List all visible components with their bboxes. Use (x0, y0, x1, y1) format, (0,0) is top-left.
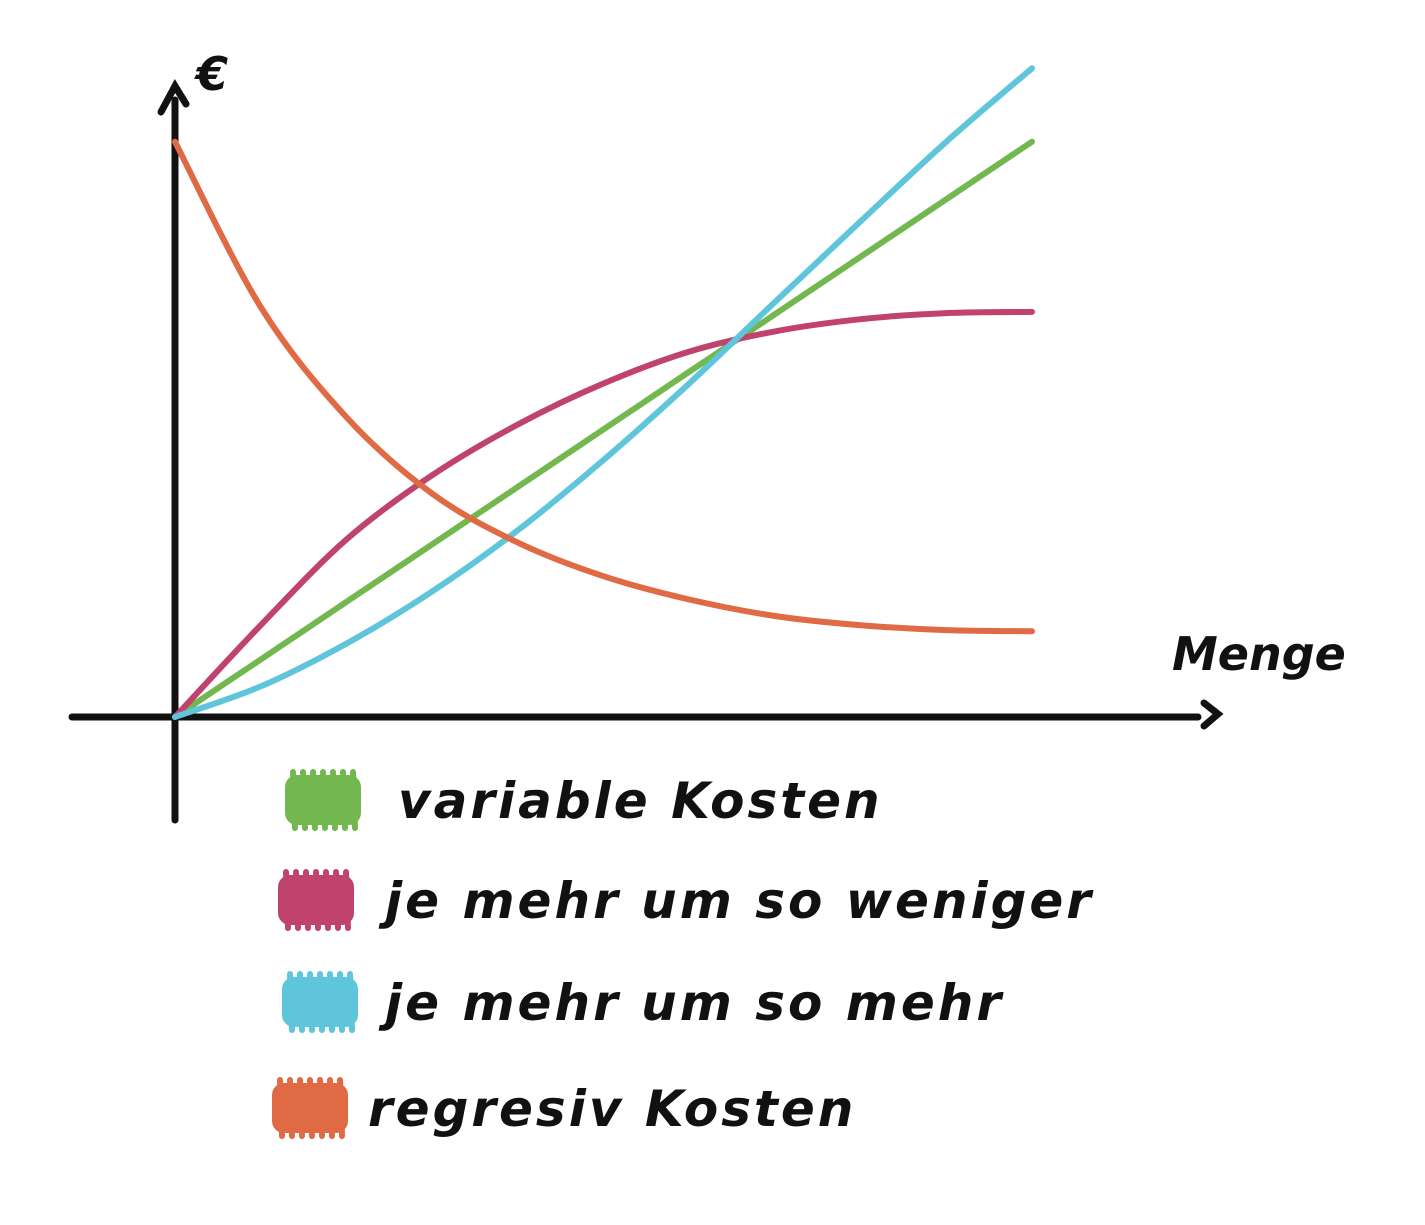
legend-swatch-stroke (307, 971, 315, 1033)
legend-swatch-stroke (290, 769, 298, 831)
series-layer (172, 65, 1035, 720)
legend-swatch-stroke (287, 1077, 295, 1139)
legend-label-2: je mehr um so weniger (378, 872, 1094, 930)
legend-swatch-stroke (323, 869, 331, 931)
legend-label-4: regresiv Kosten (368, 1080, 856, 1138)
legend-swatch-stroke (320, 769, 328, 831)
legend-swatch-stroke (283, 869, 291, 931)
legend-swatch-stroke (310, 769, 318, 831)
legend-label-3: je mehr um so mehr (378, 974, 1004, 1032)
series-line-4 (172, 138, 1035, 635)
legend-swatch-stroke (293, 869, 301, 931)
legend-swatch-stroke (303, 869, 311, 931)
x-axis-label: Menge (1172, 627, 1346, 681)
legend-label-1: variable Kosten (398, 772, 883, 830)
legend-swatch-stroke (340, 769, 348, 831)
legend-swatch-stroke (347, 971, 355, 1033)
y-axis-arrowhead (157, 78, 190, 116)
legend-swatch-stroke (307, 1077, 315, 1139)
legend-swatch-stroke (337, 1077, 345, 1139)
series-line-1 (172, 138, 1035, 720)
legend: variable Kosten je mehr um so weniger je m… (272, 769, 1094, 1139)
legend-swatch-stroke (327, 1077, 335, 1139)
legend-swatch-stroke (337, 971, 345, 1033)
legend-swatch-stroke (297, 971, 305, 1033)
legend-swatch-stroke (300, 769, 308, 831)
legend-swatch-stroke (297, 1077, 305, 1139)
legend-swatch-stroke (350, 769, 358, 831)
y-axis-label: € (194, 47, 228, 101)
axes (68, 78, 1224, 824)
legend-swatch-stroke (333, 869, 341, 931)
legend-swatch-stroke (327, 971, 335, 1033)
series-line-2 (172, 308, 1035, 720)
legend-swatch-stroke (343, 869, 351, 931)
legend-swatch-stroke (313, 869, 321, 931)
legend-swatch-stroke (317, 971, 325, 1033)
legend-swatch-stroke (277, 1077, 285, 1139)
legend-swatch-stroke (330, 769, 338, 831)
legend-swatch-stroke (287, 971, 295, 1033)
x-axis-arrowhead (1200, 699, 1224, 730)
legend-swatch-stroke (317, 1077, 325, 1139)
series-line-3 (172, 65, 1035, 720)
